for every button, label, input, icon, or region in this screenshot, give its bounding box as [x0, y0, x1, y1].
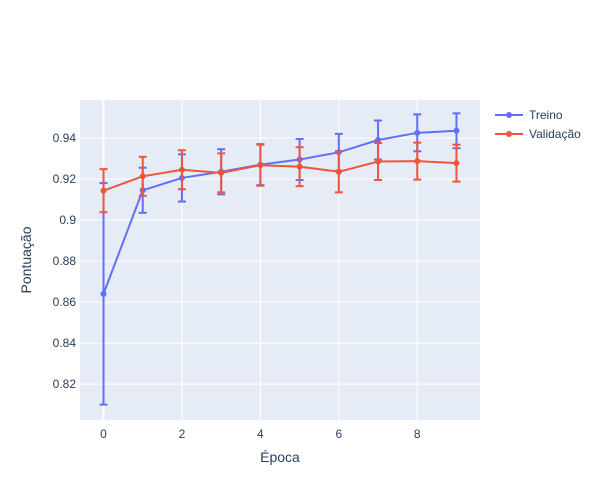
- x-tick-label: 6: [335, 427, 342, 441]
- x-axis-title: Época: [260, 449, 300, 465]
- legend-item[interactable]: Validação: [495, 127, 581, 141]
- data-point: [296, 163, 303, 170]
- data-point: [100, 187, 107, 194]
- series-layer: [99, 112, 461, 406]
- x-tick-label: 0: [100, 427, 107, 441]
- series-line: [103, 160, 457, 192]
- y-tick-label: 0.92: [53, 172, 77, 186]
- y-tick-label: 0.82: [53, 377, 77, 391]
- legend-swatch-marker: [506, 112, 512, 118]
- data-point: [414, 129, 421, 136]
- y-tick-label: 0.88: [53, 254, 77, 268]
- data-point: [218, 169, 225, 176]
- data-point: [335, 168, 342, 175]
- data-point: [414, 158, 421, 165]
- legend-swatch-marker: [506, 131, 512, 137]
- x-tick-labels: 0 2 4 6 8: [100, 427, 421, 441]
- data-point: [139, 173, 146, 180]
- legend-label: Treino: [529, 108, 563, 122]
- y-tick-labels: 0.82 0.84 0.86 0.88 0.9 0.92 0.94: [53, 131, 77, 391]
- data-point: [453, 127, 460, 134]
- legend-item[interactable]: Treino: [495, 108, 563, 122]
- y-tick-label: 0.94: [53, 131, 77, 145]
- data-point: [375, 158, 382, 165]
- data-point: [453, 160, 460, 167]
- x-tick-label: 2: [179, 427, 186, 441]
- y-tick-label: 0.86: [53, 295, 77, 309]
- data-point: [375, 137, 382, 143]
- y-axis-title: Pontuação: [18, 226, 34, 293]
- data-point: [100, 290, 107, 297]
- series-2: [99, 141, 461, 214]
- y-tick-label: 0.84: [53, 336, 77, 350]
- data-point: [257, 162, 264, 169]
- y-tick-label: 0.9: [59, 213, 76, 227]
- legend-label: Validação: [529, 127, 581, 141]
- plot-background: [80, 100, 480, 420]
- data-point: [178, 166, 185, 173]
- legend[interactable]: Treino Validação: [495, 108, 581, 141]
- x-tick-label: 4: [257, 427, 264, 441]
- series-line: [102, 129, 457, 295]
- x-tick-label: 8: [414, 427, 421, 441]
- y-gridlines: [80, 137, 480, 385]
